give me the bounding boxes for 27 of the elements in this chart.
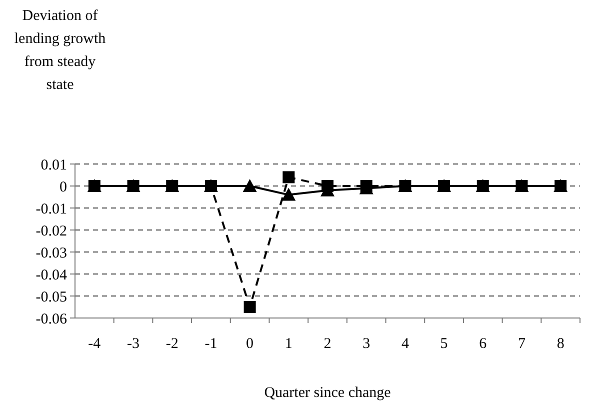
y-tick-label: -0.04 — [36, 267, 68, 284]
x-tick-label: 6 — [479, 336, 488, 352]
y-tick-label: -0.02 — [36, 223, 67, 240]
point — [244, 301, 256, 313]
x-tick-label: 5 — [440, 336, 448, 352]
x-tick-label: -1 — [204, 336, 218, 352]
point — [282, 188, 296, 201]
y-tick-label: -0.01 — [36, 201, 67, 218]
point — [242, 179, 257, 192]
y-tick-label: -0.06 — [36, 311, 68, 328]
x-axis-title: Quarter since change — [264, 385, 392, 401]
x-tick-label: 1 — [284, 336, 292, 352]
x-tick-label: -3 — [127, 336, 140, 352]
y-tick-label: 0 — [60, 179, 67, 196]
x-tick-label: 8 — [556, 336, 564, 352]
x-tick-label: -2 — [166, 336, 178, 352]
x-tick-label: 0 — [246, 336, 254, 352]
point — [282, 171, 295, 184]
x-tick-label: 7 — [518, 336, 526, 352]
y-tick-label: 0.01 — [40, 157, 67, 174]
y-axis-title: Deviation of lending growth from steady state — [14, 8, 106, 93]
y-tick-label: -0.05 — [36, 289, 67, 306]
y-tick-label: -0.03 — [36, 245, 67, 262]
x-tick-label: -4 — [88, 336, 102, 352]
x-tick-label: 4 — [401, 336, 410, 352]
x-tick-label: 3 — [362, 336, 370, 352]
x-tick-label: 2 — [324, 336, 332, 352]
